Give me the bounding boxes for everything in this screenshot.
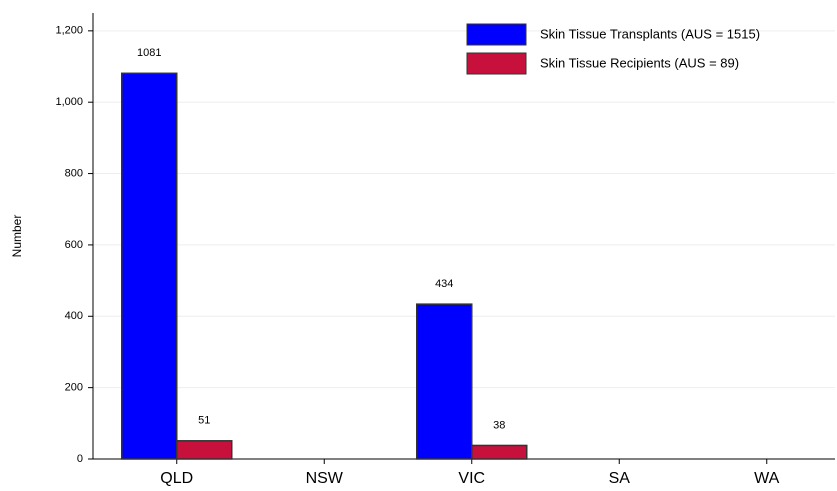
bar [121, 72, 178, 460]
legend-swatch [466, 23, 527, 46]
bar [416, 303, 473, 460]
x-tick-label: WA [754, 470, 780, 487]
y-tick-label: 200 [65, 382, 83, 394]
y-tick-label: 800 [65, 167, 83, 179]
legend-swatch [466, 52, 527, 75]
x-tick-label: NSW [306, 470, 344, 487]
bar [176, 440, 233, 460]
legend-label: Skin Tissue Recipients (AUS = 89) [540, 55, 739, 70]
bar [471, 444, 528, 460]
x-tick-label: SA [609, 470, 631, 487]
y-tick-label: 0 [77, 453, 83, 465]
y-tick-label: 1,000 [55, 96, 83, 108]
y-tick-label: 400 [65, 310, 83, 322]
x-tick-label: QLD [160, 470, 193, 487]
value-label: 51 [198, 415, 210, 427]
legend-label: Skin Tissue Transplants (AUS = 1515) [540, 26, 760, 41]
y-axis-label: Number [10, 215, 24, 258]
y-tick-label: 600 [65, 239, 83, 251]
value-label: 434 [435, 278, 453, 290]
value-label: 1081 [137, 47, 161, 59]
x-tick-label: VIC [458, 470, 485, 487]
y-tick-label: 1,200 [55, 25, 83, 37]
value-label: 38 [493, 419, 505, 431]
